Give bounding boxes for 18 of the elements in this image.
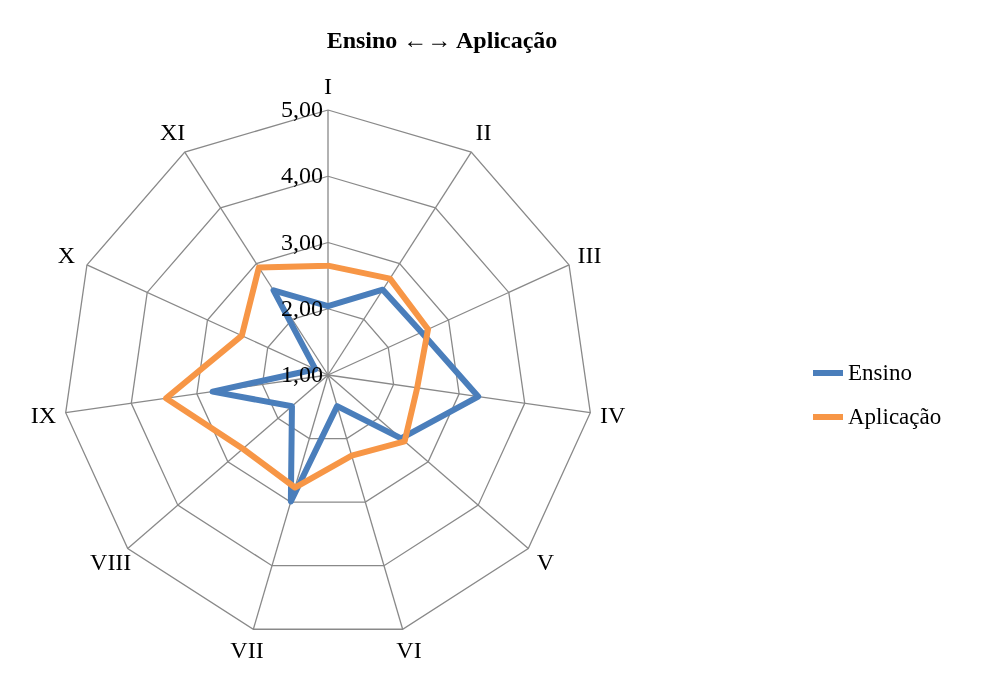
y-tick-label: 3,00 [281, 228, 323, 255]
chart-title: Ensino ←→ Aplicação [326, 27, 558, 54]
spoke-label: III [577, 241, 602, 268]
y-tick-label: 5,00 [281, 96, 323, 122]
spoke-label: II [475, 119, 492, 146]
y-tick-label: 4,00 [281, 162, 323, 189]
spoke-label: IX [30, 401, 57, 428]
spoke-label: X [57, 241, 76, 268]
spoke-label: V [536, 549, 555, 576]
legend-label: Ensino [848, 360, 912, 385]
y-tick-label: 1,00 [281, 361, 323, 387]
spoke-label: I [324, 73, 332, 100]
spoke-label: VII [230, 636, 264, 663]
spoke-label: XI [159, 119, 186, 146]
spoke-label: VI [396, 636, 422, 663]
legend-label: Aplicação [848, 404, 942, 429]
spoke-label: VIII [90, 549, 132, 576]
spoke-label: IV [599, 401, 626, 428]
